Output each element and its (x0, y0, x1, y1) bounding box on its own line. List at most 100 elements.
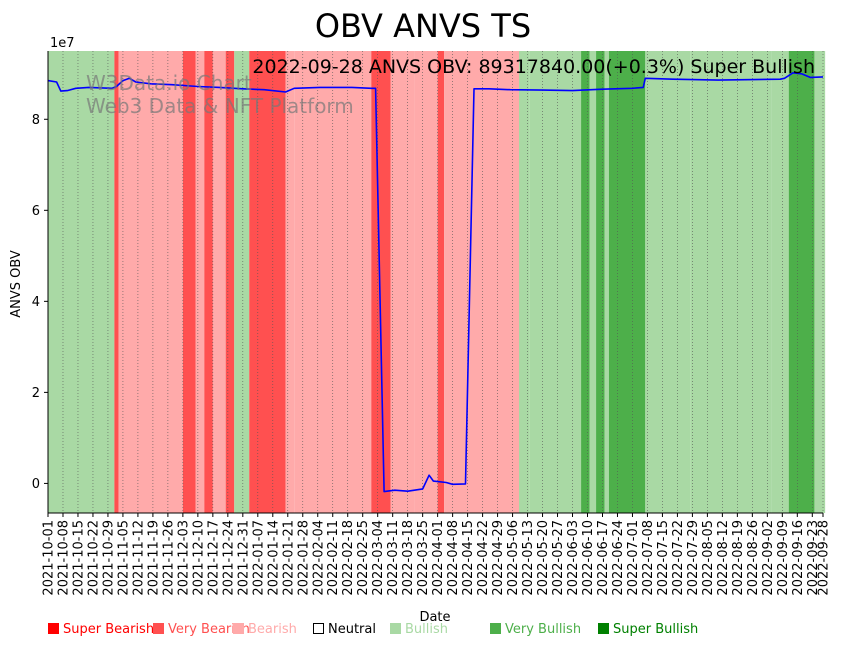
y-tick-label: 8 (32, 113, 40, 128)
band-bearish (444, 51, 519, 513)
band-very_bearish (437, 51, 445, 513)
x-tick-label: 2022-06-17 (596, 520, 611, 596)
x-tick-label: 2021-10-08 (56, 520, 71, 596)
y-exponent-label: 1e7 (50, 36, 75, 51)
x-tick-label: 2022-05-13 (521, 520, 536, 596)
x-tick-label: 2022-01-07 (251, 520, 266, 596)
x-tick-label: 2022-07-01 (626, 520, 641, 596)
y-ticks: 0 2 4 6 8 (32, 113, 48, 492)
x-tick-label: 2022-02-04 (311, 520, 326, 596)
x-tick-label: 2022-05-06 (506, 520, 521, 596)
band-bearish (285, 51, 295, 513)
band-bullish (234, 51, 250, 513)
x-tick-label: 2021-10-01 (42, 520, 57, 596)
legend-swatch (490, 623, 501, 634)
legend-swatch (153, 623, 164, 634)
x-tick-label: 2021-10-15 (71, 520, 86, 596)
x-tick-label: 2022-02-18 (341, 520, 356, 596)
x-tick-label: 2022-02-25 (356, 520, 371, 596)
x-tick-label: 2021-12-03 (176, 520, 191, 596)
axes (47, 51, 823, 514)
x-tick-label: 2022-03-18 (401, 520, 416, 596)
band-very_bearish (225, 51, 235, 513)
band-bullish (529, 51, 582, 513)
chart-subtitle: 2022-09-28 ANVS OBV: 89317840.00(+0.3%) … (252, 56, 815, 78)
x-tick-label: 2022-05-20 (536, 520, 551, 596)
x-gridlines (47, 51, 824, 513)
chart-title: OBV ANVS TS (315, 7, 531, 45)
x-tick-label: 2021-11-26 (161, 520, 176, 596)
band-very_bullish (608, 51, 646, 513)
y-tick-label: 2 (32, 386, 40, 401)
band-bearish (212, 51, 226, 513)
x-tick-label: 2022-01-14 (266, 520, 281, 596)
watermark-line-2: Web3 Data & NFT Platform (86, 94, 354, 118)
x-tick-label: 2022-08-19 (731, 520, 746, 596)
band-very_bearish (182, 51, 196, 513)
band-bullish (771, 51, 789, 513)
x-tick-label: 2021-10-22 (86, 520, 101, 596)
band-bullish (814, 51, 826, 513)
x-tick-label: 2022-09-23 (806, 520, 821, 596)
band-bearish (390, 51, 415, 513)
band-bullish (690, 51, 772, 513)
x-tick-label: 2022-03-11 (386, 520, 401, 596)
sentiment-bands (48, 51, 826, 513)
x-tick-label: 2021-12-31 (236, 520, 251, 596)
x-tick-label: 2022-04-08 (446, 520, 461, 596)
x-tick-label: 2022-01-28 (296, 520, 311, 596)
x-tick-label: 2021-11-19 (146, 520, 161, 596)
legend-item-super_bullish: Super Bullish (598, 622, 698, 637)
x-tick-label: 2022-06-10 (581, 520, 596, 596)
x-tick-label: 2022-07-22 (671, 520, 686, 596)
x-tick-label: 2022-05-27 (551, 520, 566, 596)
legend-item-bullish: Bullish (390, 622, 448, 637)
band-very_bullish (596, 51, 605, 513)
x-tick-label: 2021-11-12 (131, 520, 146, 596)
x-tick-label: 2022-08-12 (716, 520, 731, 596)
legend-swatch (48, 623, 59, 634)
legend-label: Very Bearish (168, 622, 250, 637)
legend-item-very_bearish: Very Bearish (153, 622, 250, 637)
band-very_bullish (581, 51, 590, 513)
band-bearish (414, 51, 438, 513)
legend-label: Bearish (248, 622, 297, 637)
band-bullish (645, 51, 691, 513)
x-tick-label: 2021-12-10 (191, 520, 206, 596)
band-bullish (589, 51, 597, 513)
y-tick-label: 0 (32, 477, 40, 492)
band-very_bullish (788, 51, 815, 513)
obv-series (47, 72, 824, 493)
x-tick-label: 2022-09-28 (817, 520, 832, 596)
x-tick-label: 2022-04-22 (476, 520, 491, 596)
x-tick-label: 2022-09-16 (791, 520, 806, 596)
x-tick-label: 2021-12-24 (221, 520, 236, 596)
x-tick-label: 2022-03-25 (416, 520, 431, 596)
y-axis-label: ANVS OBV (9, 250, 24, 318)
x-tick-label: 2022-04-01 (431, 520, 446, 596)
x-tick-label: 2022-01-21 (281, 520, 296, 596)
legend-label: Super Bearish (63, 622, 154, 637)
legend-swatch (233, 623, 244, 634)
legend-item-bearish: Bearish (233, 622, 297, 637)
y-tick-label: 6 (32, 204, 40, 219)
legend-swatch (598, 623, 609, 634)
x-tick-label: 2022-09-02 (761, 520, 776, 596)
band-bullish (604, 51, 609, 513)
legend-swatch (313, 623, 324, 634)
band-very_bearish (114, 51, 119, 513)
x-tick-label: 2022-09-09 (776, 520, 791, 596)
x-axis-label: Date (419, 610, 450, 625)
x-tick-label: 2022-08-26 (746, 520, 761, 596)
legend-item-super_bearish: Super Bearish (48, 622, 154, 637)
legend-label: Very Bullish (505, 622, 581, 637)
x-tick-label: 2022-04-29 (491, 520, 506, 596)
x-ticks: 2021-10-01 2021-10-08 2021-10-15 2021-10-22… (42, 513, 832, 596)
x-tick-label: 2022-07-29 (686, 520, 701, 596)
band-bullish (48, 51, 115, 513)
x-tick-label: 2022-07-15 (656, 520, 671, 596)
legend-label: Bullish (405, 622, 448, 637)
x-tick-label: 2022-08-05 (701, 520, 716, 596)
